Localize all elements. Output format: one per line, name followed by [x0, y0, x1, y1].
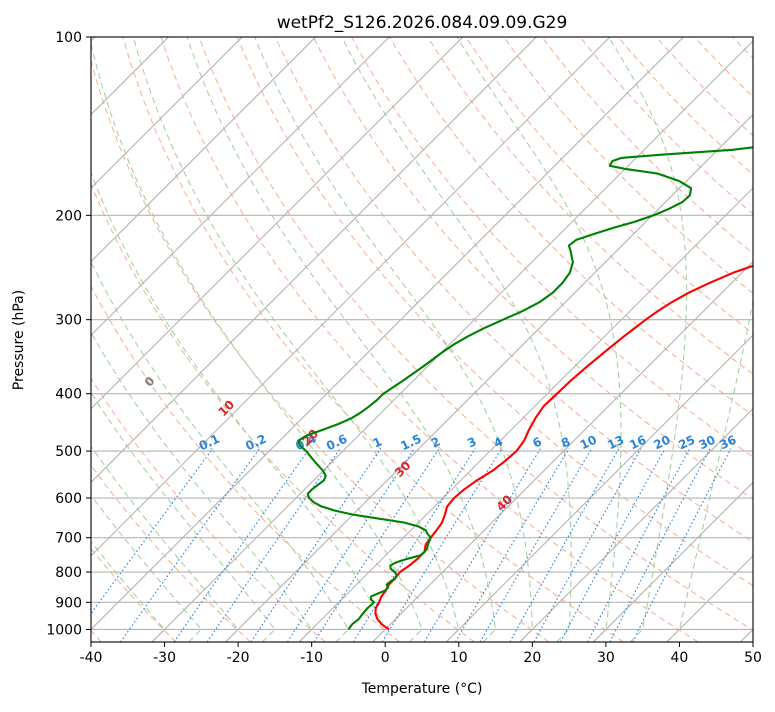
x-tick-label: -20 — [227, 650, 250, 666]
x-tick-label: 50 — [744, 650, 762, 666]
y-tick-label: 500 — [55, 444, 82, 460]
y-tick-label: 600 — [55, 491, 82, 507]
y-tick-label: 100 — [55, 30, 82, 46]
y-tick-label: 400 — [55, 387, 82, 403]
x-axis-label: Temperature (°C) — [361, 681, 483, 697]
y-tick-label: 200 — [55, 208, 82, 224]
y-tick-label: 300 — [55, 313, 82, 329]
x-tick-label: -40 — [80, 650, 103, 666]
y-tick-label: 1000 — [46, 622, 82, 638]
x-tick-label: 0 — [381, 650, 390, 666]
y-tick-label: 900 — [55, 595, 82, 611]
y-tick-label: 800 — [55, 565, 82, 581]
x-tick-label: -30 — [153, 650, 176, 666]
y-axis-label: Pressure (hPa) — [11, 290, 27, 390]
y-tick-label: 700 — [55, 531, 82, 547]
x-tick-label: 40 — [671, 650, 689, 666]
x-tick-label: 10 — [450, 650, 468, 666]
chart-title: wetPf2_S126.2026.084.09.09.G29 — [277, 13, 568, 33]
x-tick-label: 30 — [597, 650, 615, 666]
x-tick-label: 20 — [523, 650, 541, 666]
x-tick-label: -10 — [300, 650, 323, 666]
